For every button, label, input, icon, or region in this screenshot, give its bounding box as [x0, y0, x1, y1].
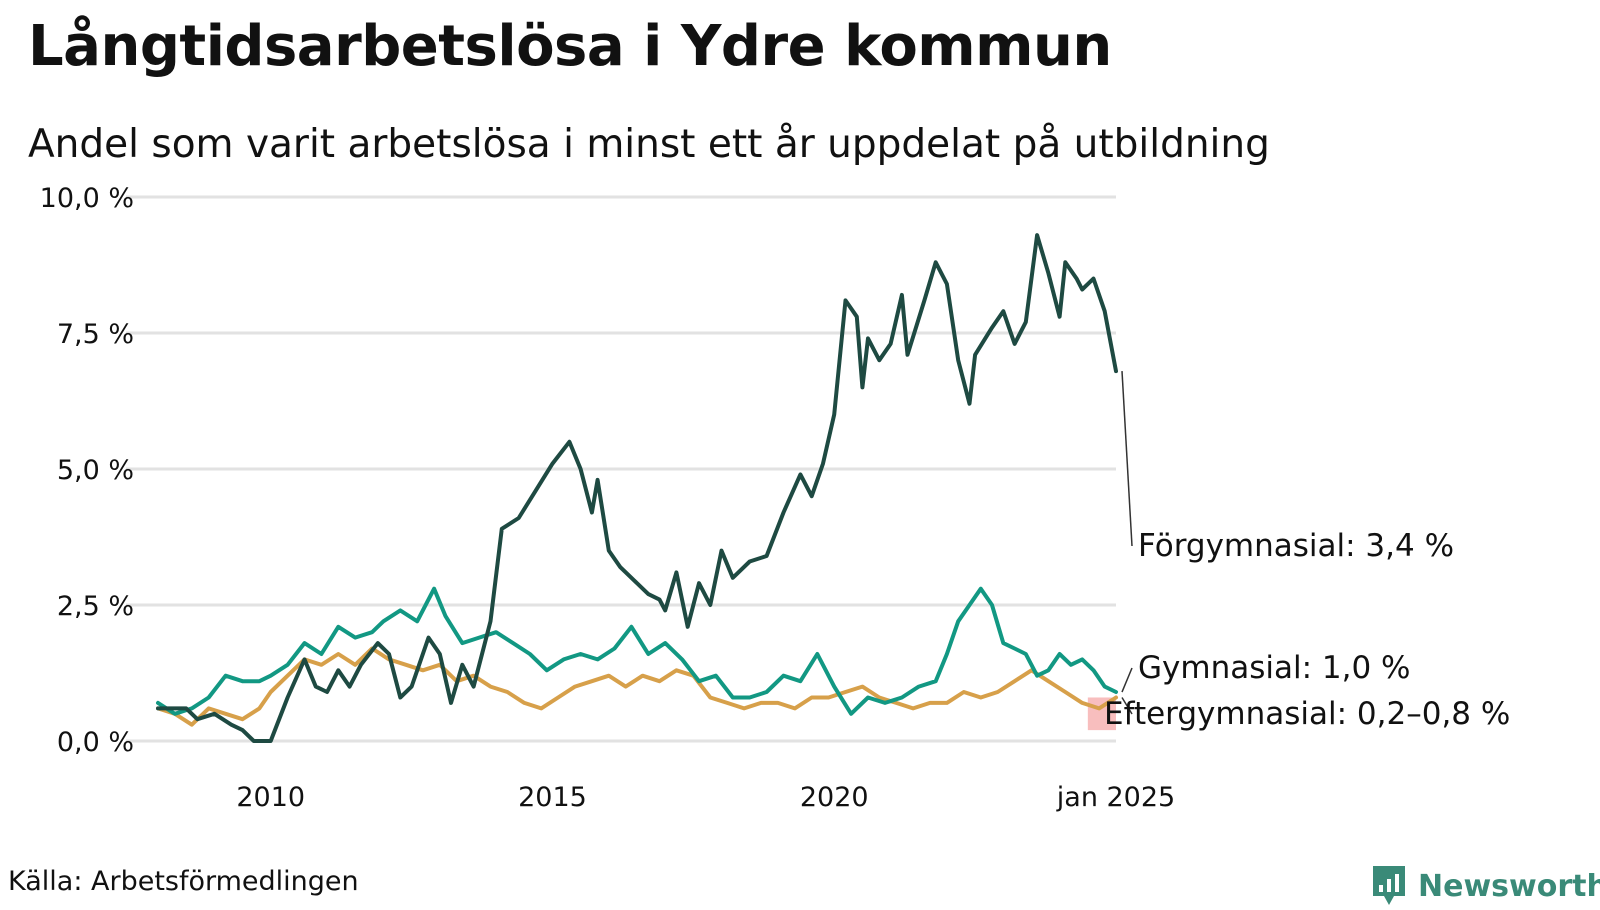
series-end-labels: Förgymnasial: 3,4 % Gymnasial: 1,0 % Efter… [1104, 371, 1510, 732]
brand-logo[interactable]: Newsworthy [1370, 862, 1600, 910]
y-tick-label: 7,5 % [57, 319, 134, 350]
x-tick-label: 2020 [800, 782, 869, 813]
y-tick-label: 10,0 % [40, 183, 134, 214]
x-axis-labels: 2010 2015 2020 jan 2025 [236, 782, 1175, 813]
end-label-leader [1121, 371, 1133, 547]
newsworthy-logo-icon [1373, 866, 1405, 905]
series-end-label: Gymnasial: 1,0 % [1138, 650, 1411, 686]
chart-subtitle: Andel som varit arbetslösa i minst ett å… [28, 122, 1270, 167]
chart-title: Långtidsarbetslösa i Ydre kommun [28, 14, 1112, 79]
series-end-label: Eftergymnasial: 0,2–0,8 % [1104, 696, 1510, 732]
range-bands [1087, 697, 1116, 731]
line-chart: 0,0 % 2,5 % 5,0 % 7,5 % 10,0 % 2010 2015 2020 j… [40, 183, 1511, 813]
gridlines [126, 195, 1116, 743]
y-axis-labels: 0,0 % 2,5 % 5,0 % 7,5 % 10,0 % [40, 183, 134, 758]
eftergymnasial-range-band [1087, 697, 1116, 731]
series-line-förgymnasial [156, 233, 1118, 743]
source-note: Källa: Arbetsförmedlingen [8, 866, 359, 897]
end-label-leader [1121, 697, 1133, 715]
x-tick-label: jan 2025 [1056, 782, 1175, 813]
brand-name: Newsworthy [1418, 868, 1600, 904]
series-end-label: Förgymnasial: 3,4 % [1138, 528, 1454, 564]
x-tick-label: 2010 [236, 782, 305, 813]
y-tick-label: 2,5 % [57, 591, 134, 622]
x-tick-label: 2015 [518, 782, 587, 813]
end-label-leader [1121, 667, 1133, 693]
y-tick-label: 5,0 % [57, 455, 134, 486]
y-tick-label: 0,0 % [57, 727, 134, 758]
series-line-gymnasial [156, 586, 1118, 716]
series-line-eftergymnasial [156, 646, 1118, 727]
series-lines [156, 233, 1118, 743]
